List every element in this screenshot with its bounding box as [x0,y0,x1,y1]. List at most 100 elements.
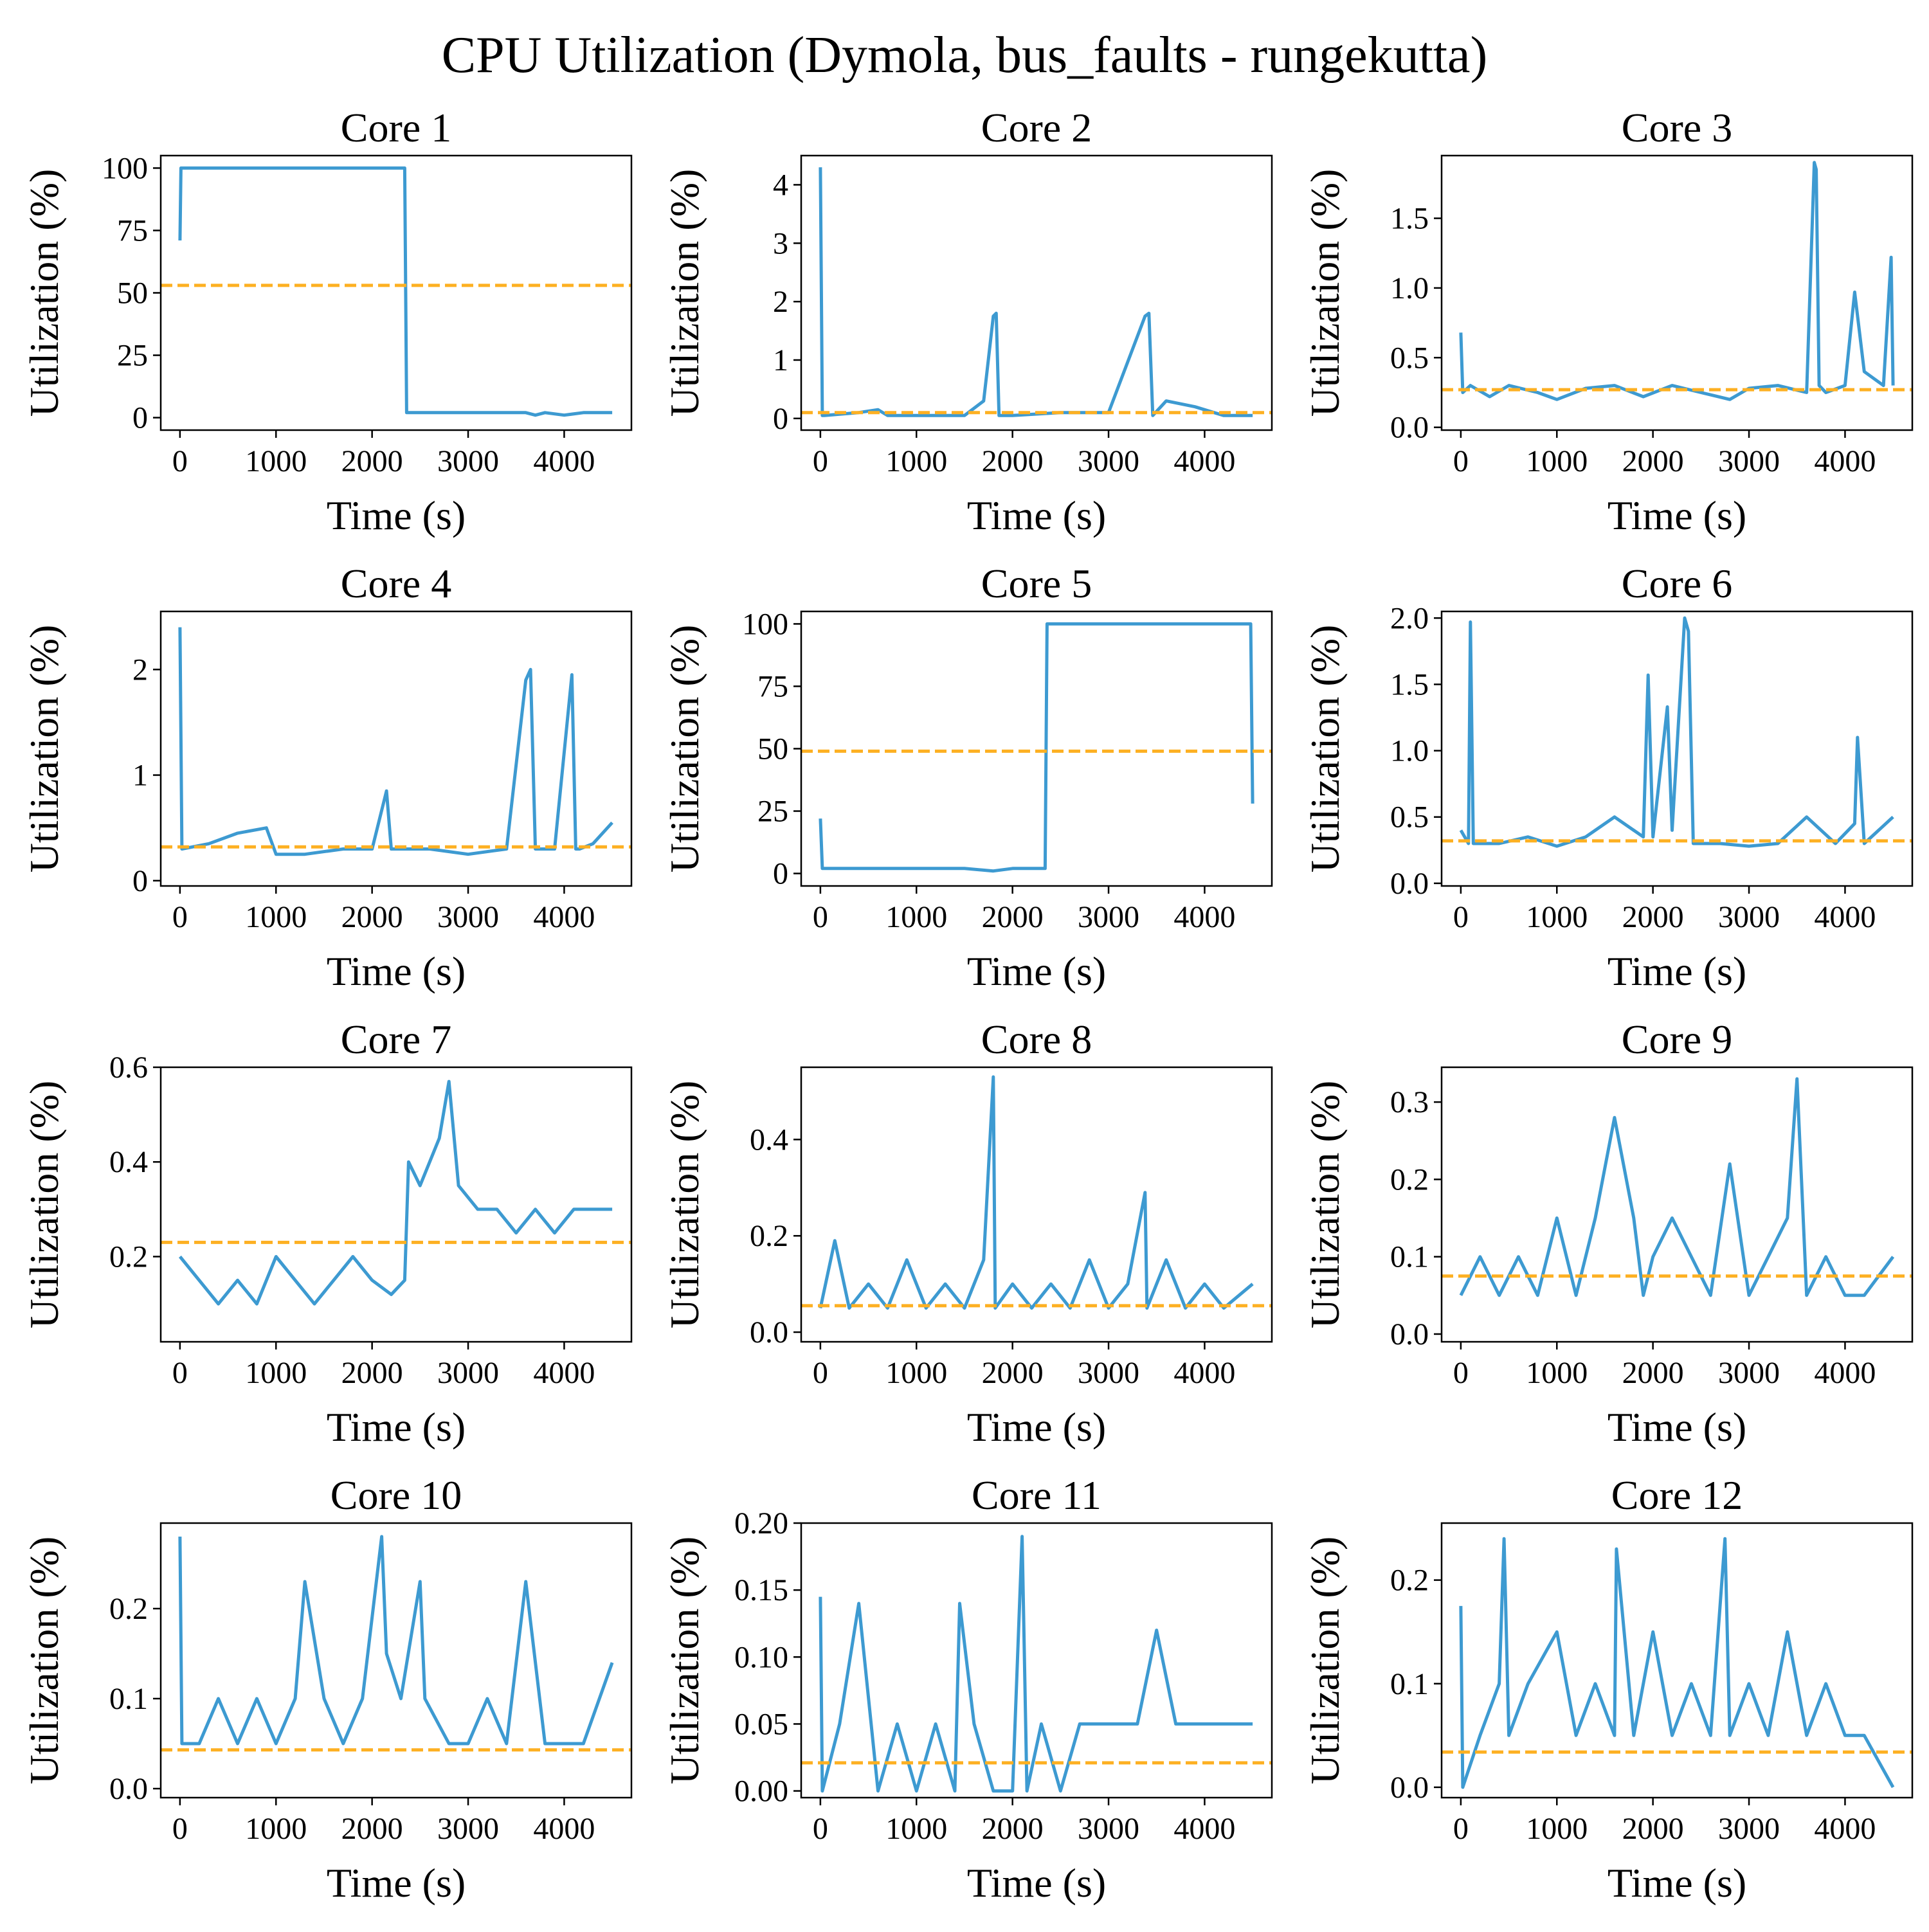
x-tick-label: 3000 [1718,1812,1780,1846]
x-tick-label: 1000 [885,444,947,478]
axes-frame-core-11 [800,1522,1273,1799]
x-tick-label: 3000 [1718,900,1780,934]
x-tick-label: 2000 [1622,1812,1684,1846]
y-tick-label: 0.6 [109,1051,148,1085]
y-tick-label: 50 [757,732,788,766]
x-tick-label: 4000 [533,1812,595,1846]
x-tick-label: 0 [172,1356,188,1390]
subplot-title: Core 3 [1622,105,1732,150]
axes-frame-core-7 [159,1066,633,1343]
subplot-core-6: 0 1000 2000 3000 4000 0.0 0.5 1.0 1.5 2.0 Core 6 Ti… [1302,561,1914,994]
y-tick-label: 1.5 [1390,202,1429,236]
y-tick-label: 0.1 [1390,1667,1429,1701]
subplot-core-5: 0 1000 2000 3000 4000 0 25 50 75 100 Core 5 Time (s… [662,561,1273,994]
y-axis-label: Utilization (%) [1302,625,1348,873]
series-line-core-1 [178,166,613,417]
y-tick-label: 1 [132,759,148,793]
x-tick-label: 4000 [1173,1356,1235,1390]
x-tick-label: 0 [1453,1812,1469,1846]
axes-frame-core-5 [800,610,1273,887]
subplot-core-2: 0 1000 2000 3000 4000 0 1 2 3 4 Core 2 Time (s) Util… [662,105,1273,538]
x-tick-label: 4000 [1173,444,1235,478]
x-axis-label: Time (s) [327,492,466,538]
x-tick-label: 0 [813,444,828,478]
x-tick-label: 1000 [245,444,307,478]
y-axis-label: Utilization (%) [662,1537,707,1785]
subplot-core-12: 0 1000 2000 3000 4000 0.0 0.1 0.2 Core 12 Time (s… [1302,1472,1914,1906]
x-axis-label: Time (s) [327,1860,466,1906]
y-axis-label: Utilization (%) [21,625,67,873]
x-tick-label: 0 [172,444,188,478]
y-tick-label: 1.0 [1390,271,1429,305]
x-axis-label: Time (s) [1608,492,1746,538]
series-line-core-9 [1459,1077,1895,1297]
x-tick-label: 3000 [437,444,499,478]
y-axis-label: Utilization (%) [662,169,707,417]
x-axis-label: Time (s) [967,948,1106,994]
y-tick-label: 0.2 [109,1592,148,1626]
subplot-title: Core 6 [1622,561,1732,606]
y-tick-label: 25 [117,339,148,373]
y-tick-label: 0.05 [734,1707,788,1741]
y-tick-label: 75 [117,213,148,248]
x-tick-label: 2000 [341,1356,403,1390]
x-tick-label: 4000 [1814,444,1876,478]
y-tick-label: 0.4 [750,1123,788,1157]
y-axis-label: Utilization (%) [662,625,707,873]
y-axis-label: Utilization (%) [1302,1537,1348,1785]
subplot-title: Core 10 [331,1472,462,1518]
x-tick-label: 2000 [341,1812,403,1846]
x-tick-label: 4000 [533,444,595,478]
x-tick-label: 4000 [1814,1356,1876,1390]
x-tick-label: 0 [172,1812,188,1846]
y-tick-label: 0 [132,864,148,898]
y-tick-label: 75 [757,669,788,703]
x-tick-label: 3000 [1078,900,1139,934]
subplot-title: Core 8 [981,1016,1092,1062]
x-tick-label: 3000 [1718,444,1780,478]
x-tick-label: 0 [1453,444,1469,478]
axes-frame-core-12 [1440,1522,1914,1799]
x-tick-label: 0 [813,1812,828,1846]
x-axis-label: Time (s) [967,1404,1106,1450]
subplot-title: Core 2 [981,105,1092,150]
y-tick-label: 0.5 [1390,341,1429,375]
x-tick-label: 0 [1453,900,1469,934]
y-tick-label: 0.0 [1390,411,1429,445]
series-line-core-6 [1459,616,1894,848]
y-tick-label: 0.0 [1390,867,1429,901]
x-tick-label: 1000 [1526,444,1588,478]
subplot-title: Core 1 [341,105,451,150]
series-line-core-2 [819,167,1253,417]
y-tick-label: 0.2 [1390,1564,1429,1598]
series-line-core-12 [1459,1537,1895,1789]
y-tick-label: 50 [117,276,148,311]
axes-frame-core-1 [159,154,633,431]
series-line-core-4 [178,627,613,856]
x-axis-label: Time (s) [967,1860,1106,1906]
x-tick-label: 1000 [885,1356,947,1390]
subplot-core-7: 0 1000 2000 3000 4000 0.2 0.4 0.6 Core 7 Time (s)… [21,1016,633,1450]
y-tick-label: 0 [773,857,788,891]
axes-frame-core-8 [800,1066,1273,1343]
y-axis-label: Utilization (%) [21,169,67,417]
axes-frame-core-3 [1440,154,1914,431]
series-line-core-7 [178,1079,613,1306]
x-tick-label: 4000 [533,1356,595,1390]
x-axis-label: Time (s) [1608,948,1746,994]
x-tick-label: 2000 [982,444,1044,478]
y-tick-label: 3 [773,226,788,260]
series-line-core-10 [178,1535,614,1746]
axes-frame-core-9 [1440,1066,1914,1343]
x-tick-label: 1000 [1526,900,1588,934]
x-tick-label: 4000 [1173,1812,1235,1846]
x-tick-label: 4000 [1814,900,1876,934]
x-tick-label: 2000 [341,900,403,934]
series-line-core-8 [819,1075,1254,1310]
x-tick-label: 1000 [245,900,307,934]
x-tick-label: 3000 [1078,1356,1139,1390]
figure-title: CPU Utilization (Dymola, bus_faults - ru… [442,27,1487,84]
subplot-title: Core 7 [341,1016,451,1062]
